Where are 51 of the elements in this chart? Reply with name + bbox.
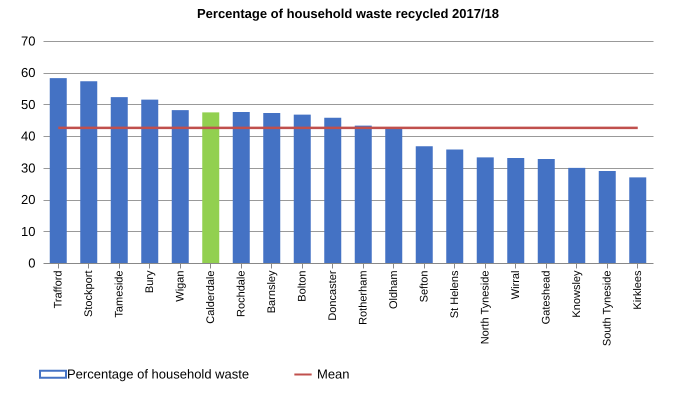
bar [568, 168, 586, 263]
bar [172, 110, 189, 263]
bar [80, 81, 98, 263]
x-tick-label: Knowsley [570, 270, 583, 318]
x-tick-label: Rochdale [235, 270, 248, 317]
x-tick-label: Gateshead [540, 270, 552, 324]
bar [385, 128, 402, 263]
bar [416, 146, 433, 263]
x-tick-label: North Tyneside [479, 270, 492, 344]
x-tick-label: Doncaster [326, 270, 339, 321]
bar [232, 112, 250, 263]
bar [324, 118, 342, 263]
y-tick-label: 20 [21, 192, 36, 208]
x-tick-label: Tameside [113, 270, 126, 318]
chart-title: Percentage of household waste recycled 2017/18 [196, 6, 500, 21]
x-tick-label: St Helens [448, 270, 461, 318]
x-tick-label: Sefton [418, 270, 430, 302]
bar [354, 126, 372, 263]
x-tick-label: Oldham [388, 270, 400, 310]
x-tick-label: Calderdale [204, 270, 217, 324]
x-tick-label: Barnsley [266, 270, 278, 314]
legend-label: Mean [317, 366, 350, 382]
bar [538, 158, 555, 263]
bar [263, 112, 280, 263]
legend-label: Percentage of household waste [67, 366, 250, 382]
x-tick-label: Wirral [510, 270, 522, 300]
y-tick-label: 40 [21, 128, 36, 144]
bar [202, 112, 220, 263]
y-tick-label: 10 [21, 224, 36, 239]
x-tick-label: Bolton [296, 270, 308, 302]
bar [446, 149, 464, 263]
x-tick-label: Wigan [174, 270, 186, 302]
x-tick-label: Stockport [82, 270, 95, 317]
y-tick-label: 30 [21, 160, 36, 176]
y-tick-label: 0 [28, 256, 36, 270]
x-tick-label: Kirklees [632, 270, 644, 310]
y-tick-label: 70 [21, 34, 36, 48]
x-tick-label: Trafford [52, 270, 64, 308]
bar [507, 158, 524, 263]
x-tick-label: Bury [144, 270, 156, 294]
bar [598, 171, 616, 263]
y-tick-label: 50 [21, 96, 36, 112]
bar [141, 100, 158, 263]
x-tick-label: Rotherham [357, 270, 370, 325]
bar [50, 78, 67, 263]
x-tick-label: South Tyneside [601, 270, 614, 346]
bar [476, 157, 494, 263]
bar [110, 97, 128, 263]
y-tick-label: 60 [21, 65, 36, 80]
bar [629, 177, 646, 263]
bar [294, 114, 311, 263]
